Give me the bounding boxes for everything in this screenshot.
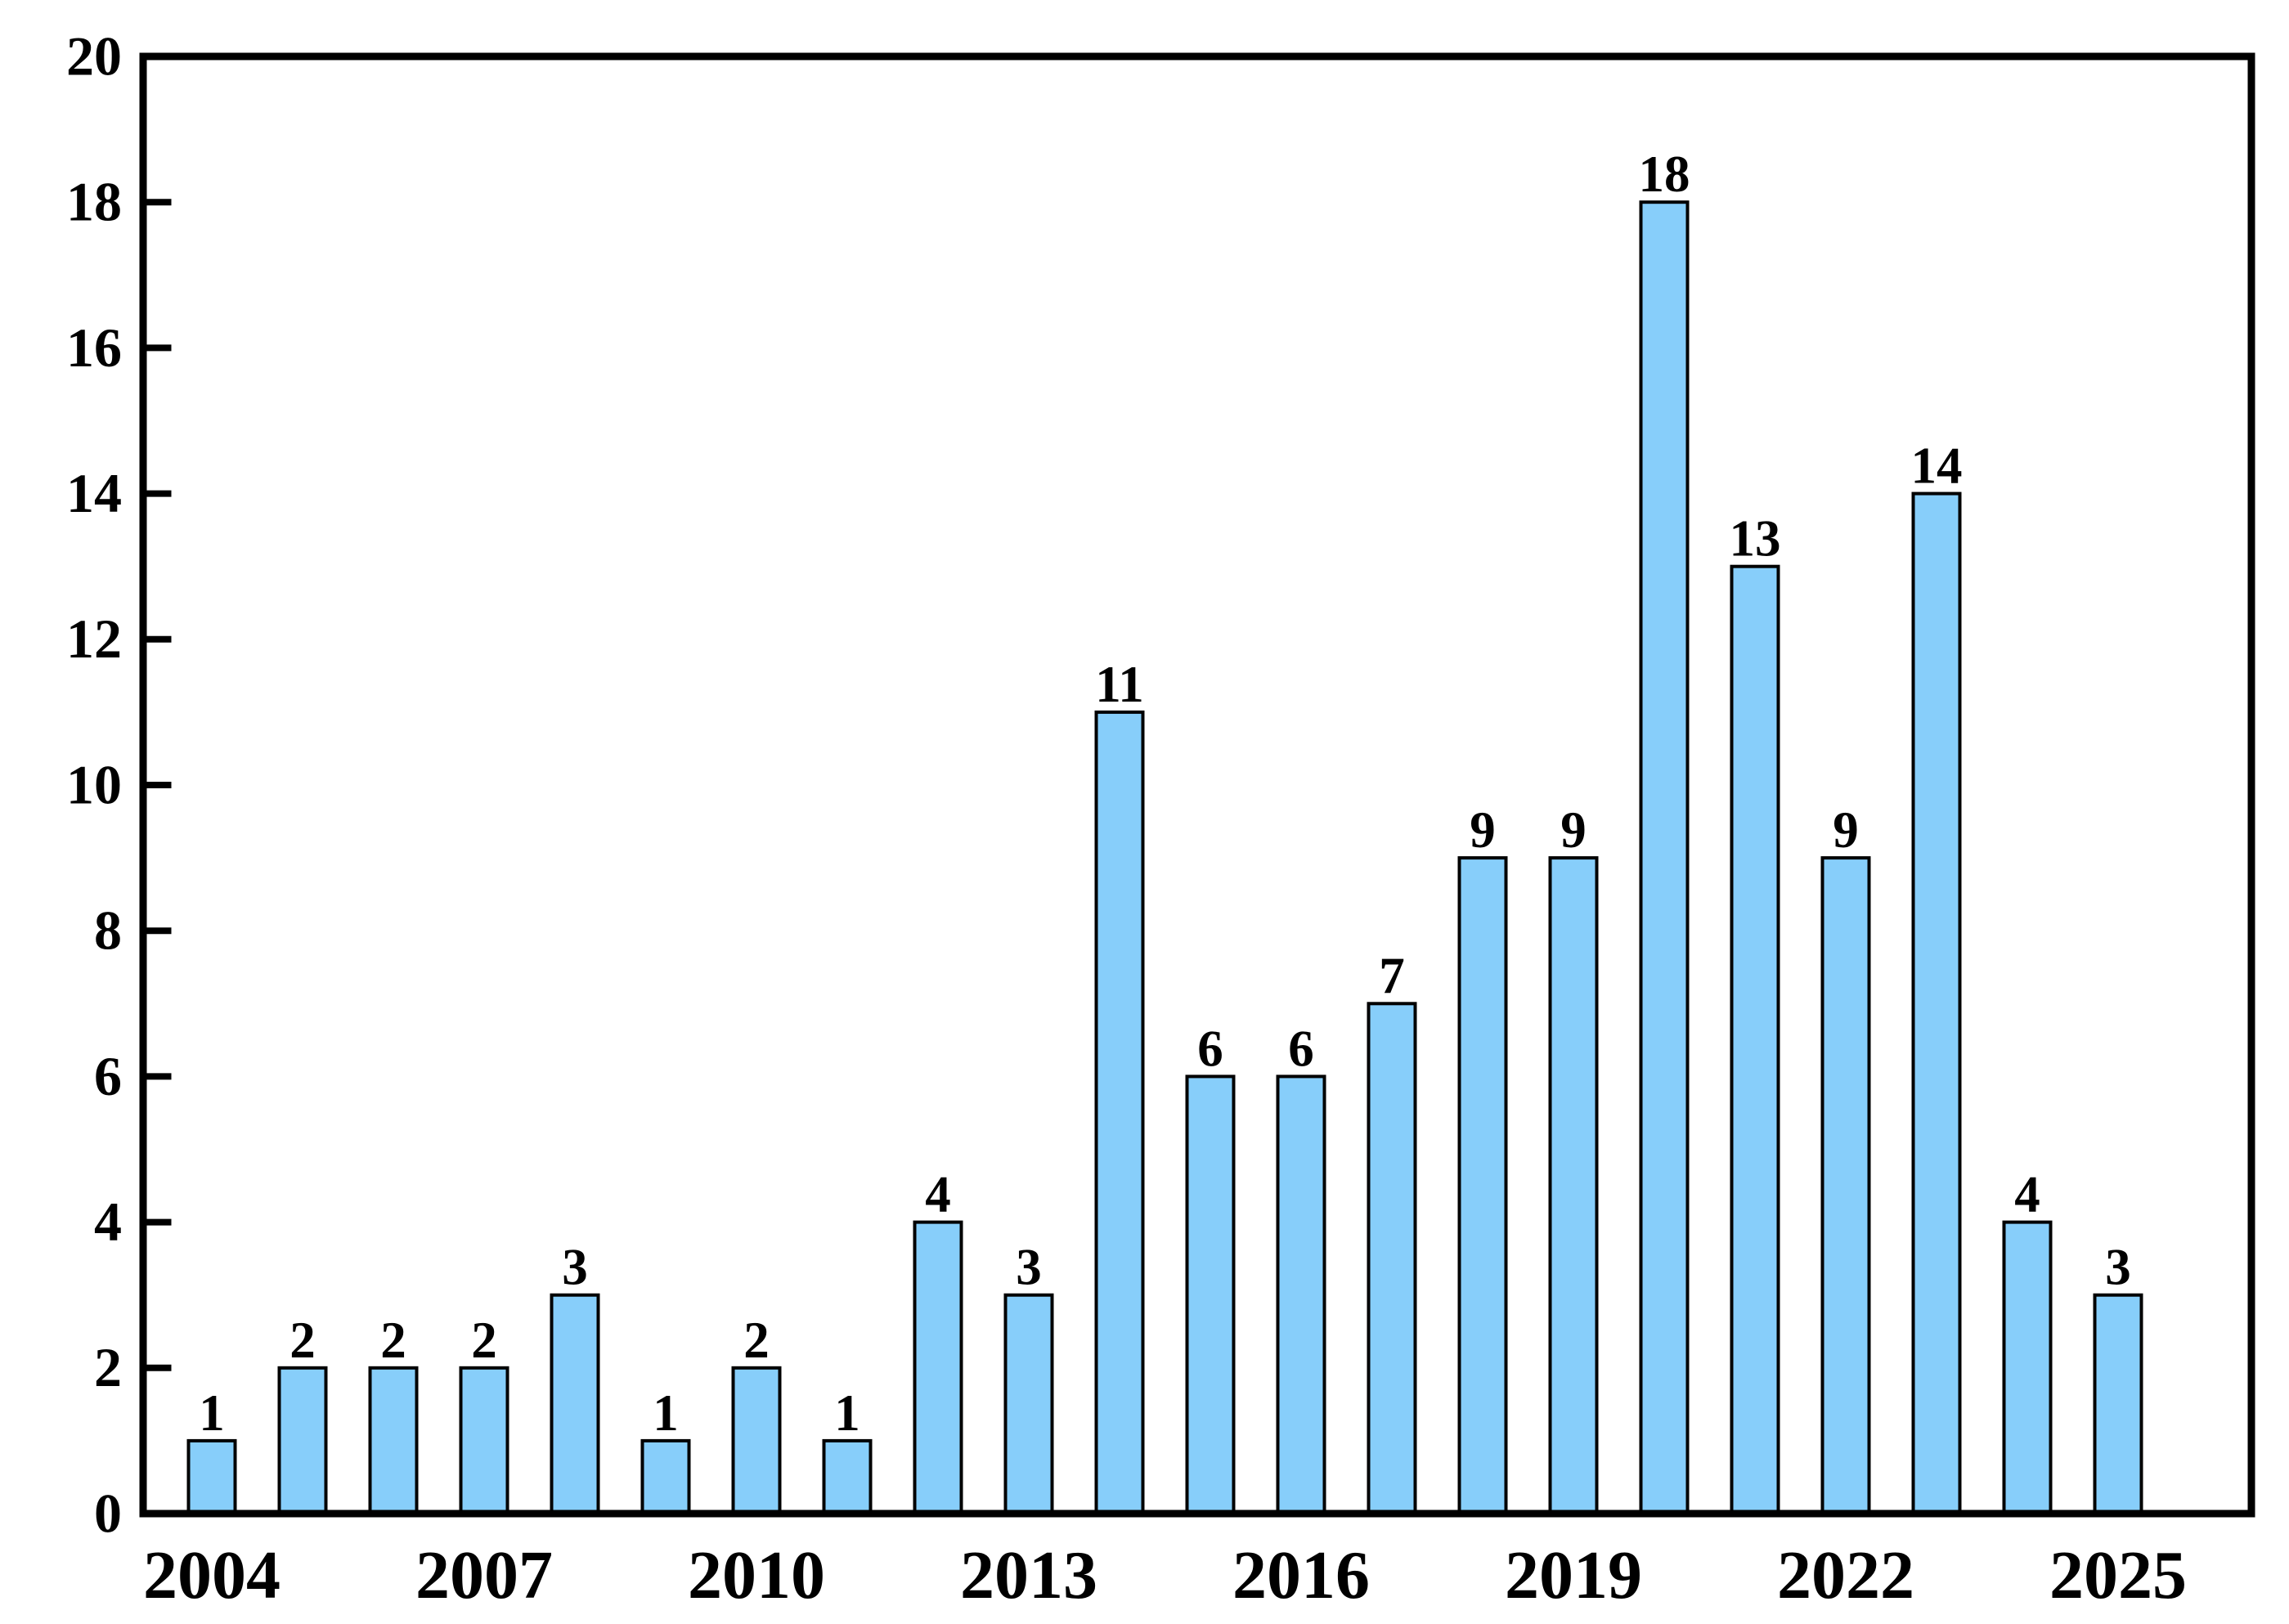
bar	[186, 1438, 237, 1516]
bar	[1276, 1074, 1326, 1515]
bar-value-label: 11	[1095, 656, 1144, 713]
bar-value-label: 2	[289, 1312, 316, 1369]
bar	[1639, 200, 1690, 1516]
y-axis-tick-label: 20	[66, 25, 122, 87]
y-ticks-group	[146, 199, 172, 1371]
y-axis-tick-label: 0	[94, 1482, 122, 1544]
bar-value-label: 18	[1639, 146, 1690, 203]
x-axis-tick-label: 2022	[1777, 1537, 1914, 1613]
y-axis-tick-label: 4	[94, 1191, 122, 1253]
bar	[1185, 1074, 1236, 1515]
y-axis-tick-label: 10	[66, 753, 122, 815]
bar-value-label: 6	[1197, 1020, 1223, 1077]
y-axis-tick-label: 16	[66, 316, 122, 379]
x-axis-tick-label: 2025	[2049, 1537, 2187, 1613]
bar-value-label: 13	[1730, 510, 1781, 568]
x-axis-tick-label: 2007	[415, 1537, 553, 1613]
bar-value-label: 4	[925, 1166, 951, 1223]
bar-value-label: 9	[1560, 801, 1587, 859]
bar	[1457, 856, 1508, 1515]
bar	[822, 1438, 873, 1516]
bar-value-label: 1	[834, 1384, 860, 1442]
bar-value-label: 3	[562, 1239, 588, 1296]
bar	[1548, 856, 1599, 1515]
bar	[1094, 710, 1145, 1515]
bar	[1911, 491, 1962, 1515]
x-axis-tick-label: 2019	[1505, 1537, 1642, 1613]
bar-value-label: 9	[1833, 801, 1859, 859]
bar-value-label: 2	[471, 1312, 497, 1369]
y-axis-tick-label: 12	[66, 608, 122, 670]
bar	[1367, 1002, 1417, 1516]
bars-group	[186, 200, 2143, 1516]
x-axis-tick-label: 2016	[1232, 1537, 1370, 1613]
bar-value-label: 2	[380, 1312, 406, 1369]
bar	[459, 1366, 509, 1516]
bar	[550, 1293, 600, 1515]
bar	[2002, 1220, 2053, 1515]
bar-value-label: 1	[199, 1384, 225, 1442]
bar-value-label: 3	[1016, 1239, 1042, 1296]
bar-value-label: 6	[1288, 1020, 1314, 1077]
bar	[1003, 1293, 1054, 1515]
bar	[913, 1220, 963, 1515]
bar	[368, 1366, 419, 1516]
x-axis-tick-label: 2013	[960, 1537, 1097, 1613]
bar-value-label: 4	[2014, 1166, 2040, 1223]
bar	[1820, 856, 1871, 1515]
bar-value-label: 9	[1470, 801, 1496, 859]
bar	[2093, 1293, 2143, 1515]
bar-value-label: 1	[653, 1384, 679, 1442]
x-axis-tick-label: 2010	[688, 1537, 825, 1613]
bar-value-label: 14	[1911, 437, 1963, 495]
x-axis-tick-label: 2004	[143, 1537, 281, 1613]
plot-border	[139, 52, 2255, 1518]
y-axis-tick-label: 18	[66, 171, 122, 233]
bar	[640, 1438, 691, 1516]
y-axis-tick-label: 6	[94, 1045, 122, 1107]
y-axis-tick-label: 2	[94, 1336, 122, 1398]
bar	[277, 1366, 328, 1516]
bar-value-label: 3	[2105, 1239, 2131, 1296]
bar-value-label: 7	[1379, 947, 1405, 1004]
bar-value-label: 2	[743, 1312, 770, 1369]
plot-frame-group	[139, 52, 2255, 1518]
bar	[731, 1366, 782, 1516]
y-axis-tick-label: 8	[94, 899, 122, 962]
bar	[1730, 564, 1780, 1516]
y-axis-tick-label: 14	[66, 462, 122, 524]
